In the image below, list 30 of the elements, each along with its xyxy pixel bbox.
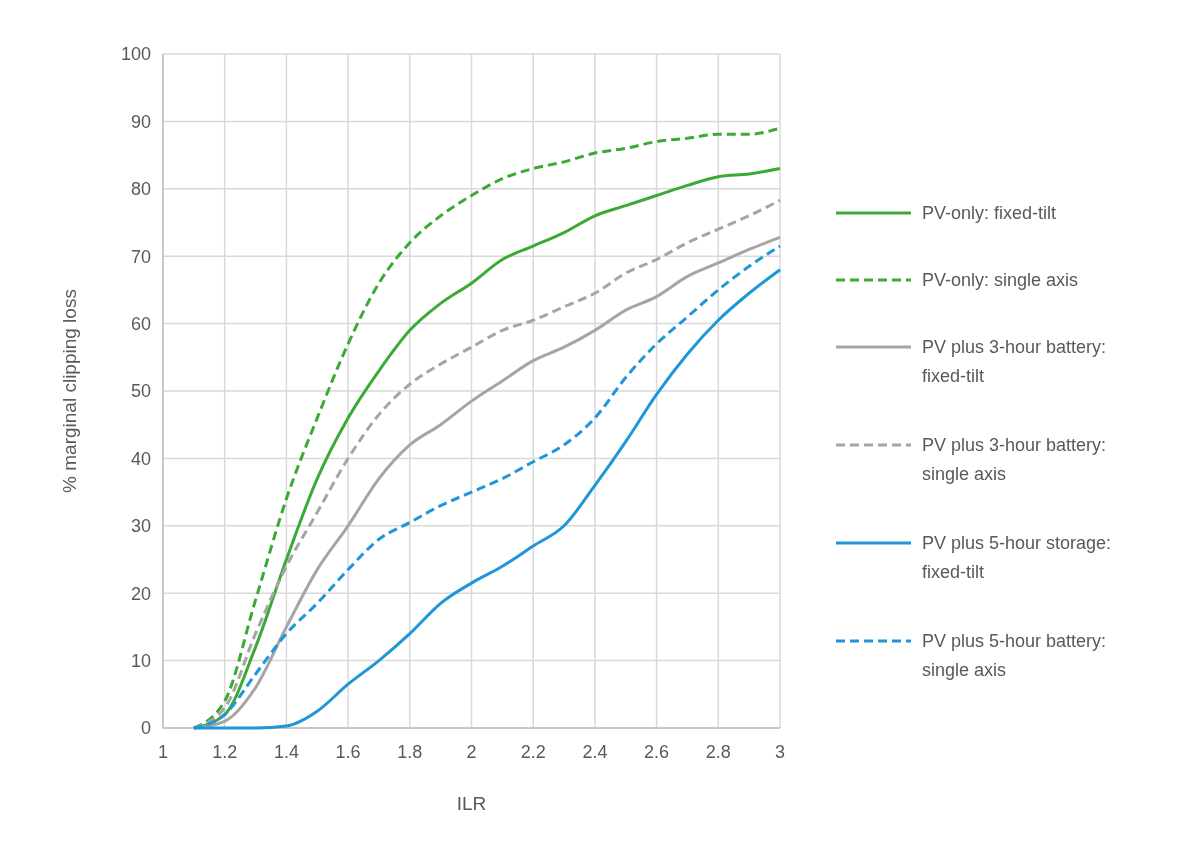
y-tick-label: 90 — [130, 111, 151, 132]
y-tick-label: 70 — [130, 246, 151, 267]
legend-label: PV plus 3-hour battery: single axis — [922, 435, 1107, 485]
y-tick-label: 30 — [130, 516, 151, 537]
y-tick-label: 10 — [130, 650, 151, 671]
y-tick-label: 100 — [120, 44, 151, 65]
legend-label: PV plus 3-hour battery: fixed-tilt — [922, 337, 1107, 387]
y-tick-label: 20 — [130, 583, 151, 604]
x-tick-label: 2 — [466, 742, 477, 762]
legend-label: PV plus 5-hour storage: fixed-tilt — [922, 533, 1112, 583]
legend-label: PV-only: single axis — [922, 270, 1079, 291]
x-tick-label: 1.2 — [212, 742, 238, 762]
y-tick-label: 80 — [130, 179, 151, 200]
x-tick-label: 1.4 — [273, 742, 299, 762]
legend-label: PV plus 5-hour battery: single axis — [922, 631, 1107, 681]
x-tick-label: 2.8 — [705, 742, 731, 762]
y-tick-label: 40 — [130, 448, 151, 469]
x-tick-label: 2.6 — [644, 742, 670, 762]
x-axis-title: ILR — [456, 793, 487, 814]
y-tick-label: 60 — [130, 313, 151, 334]
x-tick-label: 2.2 — [520, 742, 546, 762]
legend-label: PV-only: fixed-tilt — [922, 203, 1057, 224]
x-tick-label: 2.4 — [582, 742, 608, 762]
x-tick-label: 1.6 — [335, 742, 361, 762]
x-tick-label: 1.8 — [397, 742, 423, 762]
y-axis-title: % marginal clipping loss — [59, 289, 80, 493]
y-tick-label: 50 — [130, 381, 151, 402]
x-tick-label: 3 — [774, 742, 786, 762]
x-tick-label: 1 — [157, 742, 169, 762]
y-tick-label: 0 — [140, 718, 151, 739]
